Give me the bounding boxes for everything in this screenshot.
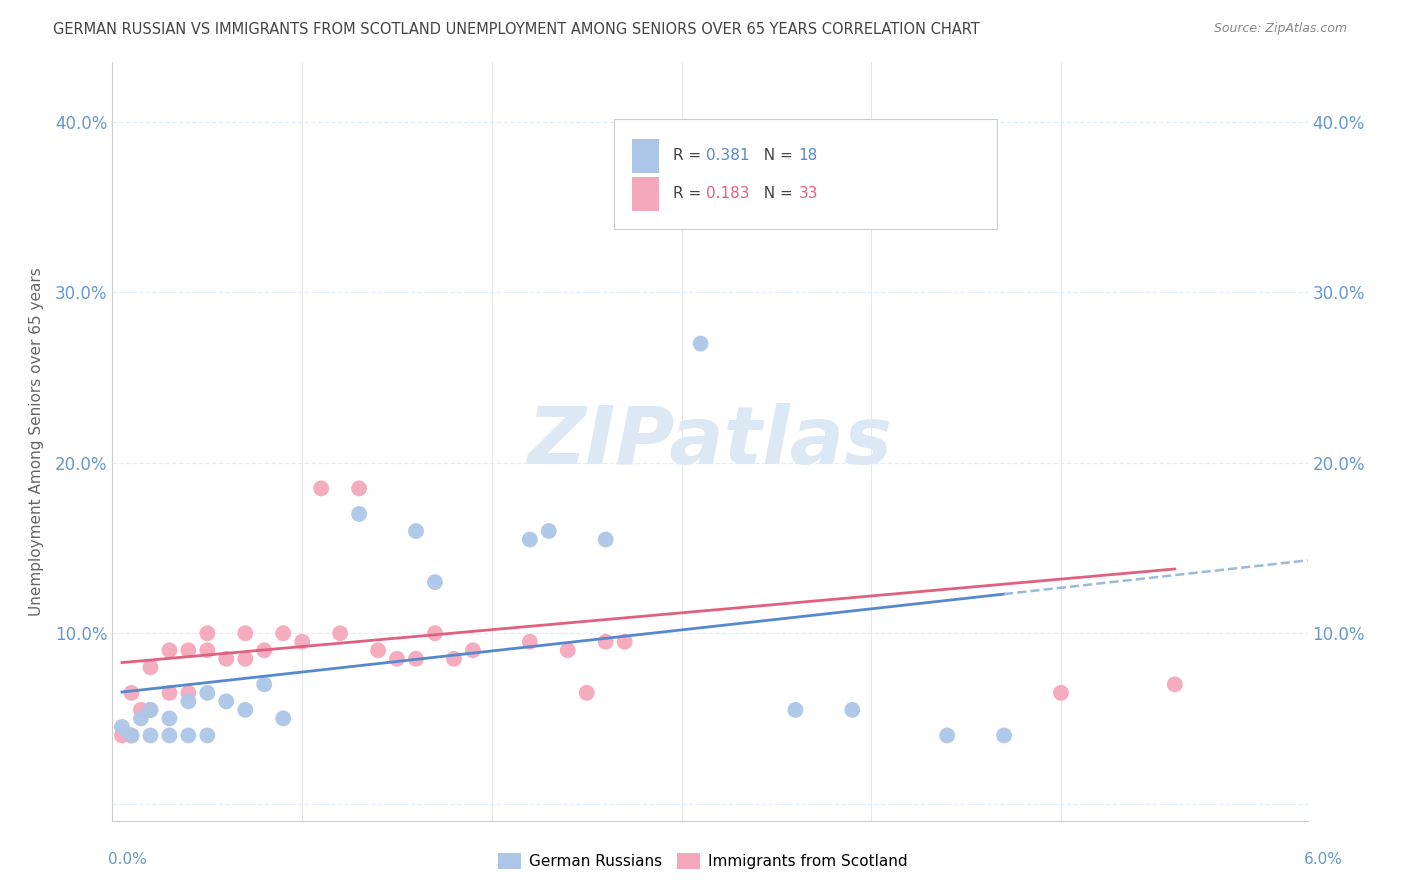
Legend: German Russians, Immigrants from Scotland: German Russians, Immigrants from Scotlan… — [492, 847, 914, 875]
Point — [120, 728, 142, 742]
Point — [461, 643, 484, 657]
Text: 0.381: 0.381 — [706, 148, 749, 163]
Text: N =: N = — [754, 148, 797, 163]
Point — [595, 634, 617, 648]
FancyBboxPatch shape — [633, 177, 658, 211]
Point — [111, 728, 134, 742]
Point — [157, 728, 180, 742]
Point — [557, 643, 579, 657]
Point — [347, 507, 370, 521]
Point — [613, 634, 636, 648]
Point — [111, 720, 134, 734]
Point — [139, 728, 162, 742]
Point — [253, 677, 276, 691]
Point — [139, 703, 162, 717]
Point — [347, 482, 370, 496]
Text: N =: N = — [754, 186, 797, 201]
Point — [195, 643, 218, 657]
Point — [253, 643, 276, 657]
Point — [519, 533, 541, 547]
Point — [195, 728, 218, 742]
Point — [689, 149, 711, 163]
Point — [329, 626, 352, 640]
Point — [233, 703, 256, 717]
FancyBboxPatch shape — [614, 120, 997, 229]
Text: R =: R = — [673, 186, 706, 201]
Point — [993, 728, 1015, 742]
Point — [785, 703, 807, 717]
Point — [177, 643, 200, 657]
Point — [215, 652, 238, 666]
Text: GERMAN RUSSIAN VS IMMIGRANTS FROM SCOTLAND UNEMPLOYMENT AMONG SENIORS OVER 65 YE: GERMAN RUSSIAN VS IMMIGRANTS FROM SCOTLA… — [53, 22, 980, 37]
Point — [1050, 686, 1073, 700]
Text: ZIPatlas: ZIPatlas — [527, 402, 893, 481]
Point — [367, 643, 389, 657]
Point — [595, 533, 617, 547]
FancyBboxPatch shape — [633, 138, 658, 173]
Point — [157, 686, 180, 700]
Point — [689, 336, 711, 351]
Point — [575, 686, 598, 700]
Point — [271, 711, 294, 725]
Point — [177, 686, 200, 700]
Point — [177, 694, 200, 708]
Point — [233, 652, 256, 666]
Text: 0.0%: 0.0% — [108, 852, 148, 867]
Point — [157, 643, 180, 657]
Text: R =: R = — [673, 148, 706, 163]
Point — [271, 626, 294, 640]
Point — [405, 652, 427, 666]
Point — [139, 660, 162, 674]
Text: 0.183: 0.183 — [706, 186, 749, 201]
Point — [443, 652, 465, 666]
Point — [519, 634, 541, 648]
Y-axis label: Unemployment Among Seniors over 65 years: Unemployment Among Seniors over 65 years — [30, 268, 44, 615]
Point — [215, 694, 238, 708]
Point — [291, 634, 314, 648]
Point — [233, 626, 256, 640]
Point — [537, 524, 560, 538]
Point — [120, 728, 142, 742]
Point — [195, 626, 218, 640]
Point — [139, 703, 162, 717]
Point — [195, 686, 218, 700]
Point — [129, 711, 152, 725]
Point — [309, 482, 332, 496]
Text: 33: 33 — [799, 186, 818, 201]
Point — [936, 728, 959, 742]
Text: Source: ZipAtlas.com: Source: ZipAtlas.com — [1213, 22, 1347, 36]
Point — [405, 524, 427, 538]
Point — [157, 711, 180, 725]
Point — [423, 575, 446, 590]
Point — [423, 626, 446, 640]
Point — [1164, 677, 1187, 691]
Point — [177, 728, 200, 742]
Text: 18: 18 — [799, 148, 818, 163]
Point — [120, 686, 142, 700]
Point — [129, 703, 152, 717]
Point — [841, 703, 863, 717]
Text: 6.0%: 6.0% — [1303, 852, 1343, 867]
Point — [385, 652, 408, 666]
